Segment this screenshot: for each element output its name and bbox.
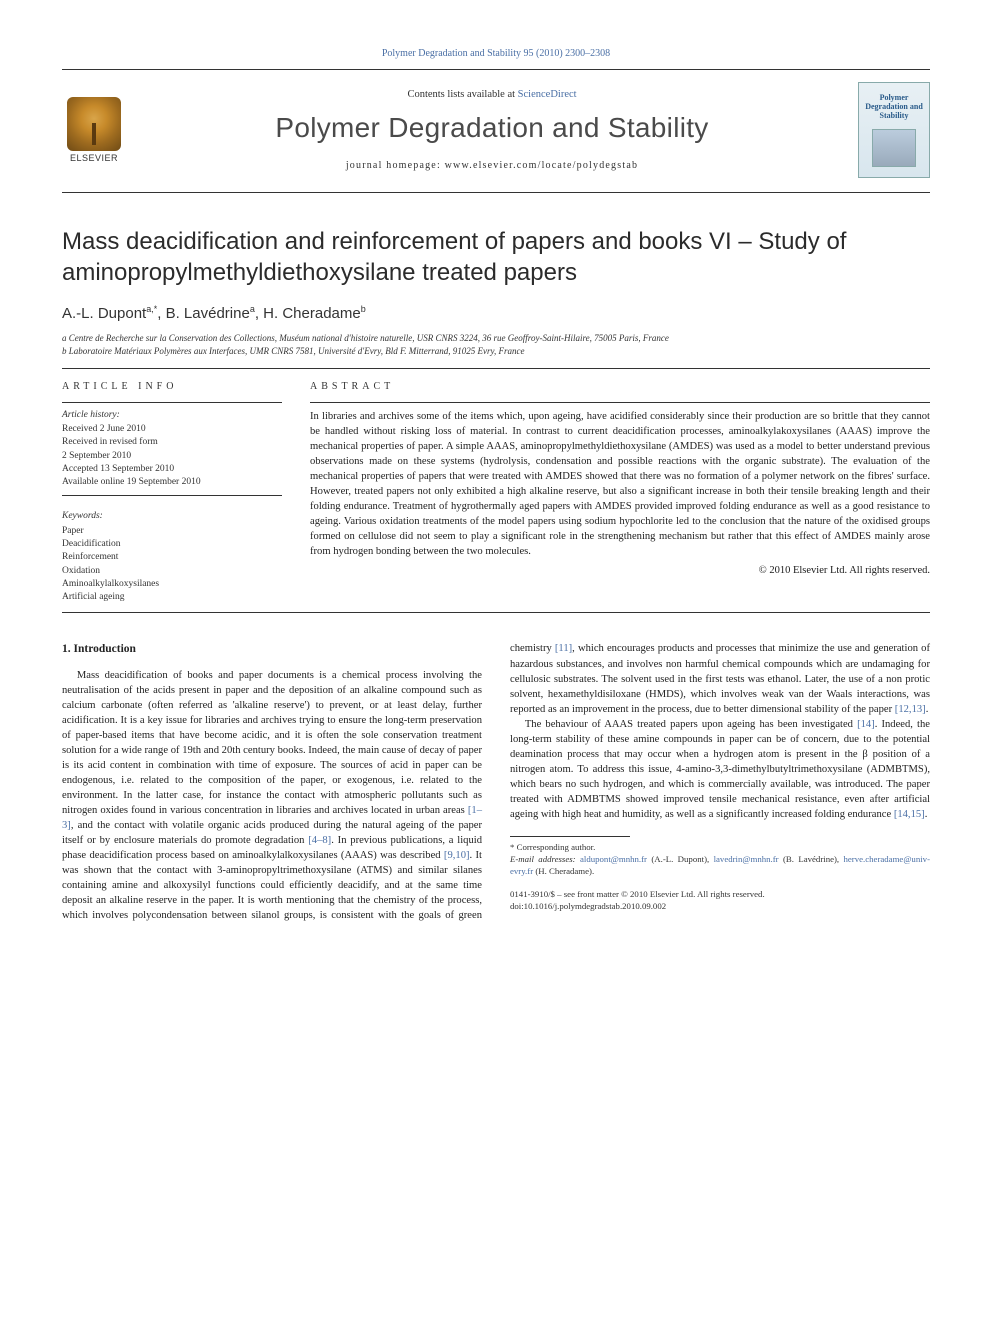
article-info-heading: ARTICLE INFO	[62, 381, 282, 392]
history-accepted: Accepted 13 September 2010	[62, 463, 282, 476]
author-2: B. Lavédrine	[166, 305, 250, 322]
ref-link-14-15[interactable]: [14,15]	[894, 809, 925, 820]
email-3-name: (H. Cheradame).	[533, 866, 594, 876]
email-1[interactable]: aldupont@mnhn.fr	[580, 854, 647, 864]
elsevier-tree-icon	[67, 97, 121, 151]
article-title: Mass deacidification and reinforcement o…	[62, 227, 930, 288]
email-1-name: (A.-L. Dupont),	[647, 854, 714, 864]
header-bottom-rule	[62, 192, 930, 193]
history-revised-1: Received in revised form	[62, 436, 282, 449]
email-2[interactable]: lavedrin@mnhn.fr	[714, 854, 779, 864]
body-columns: 1. Introduction Mass deacidification of …	[62, 641, 930, 923]
author-1-sup: a,*	[146, 304, 157, 314]
sciencedirect-link[interactable]: ScienceDirect	[518, 89, 577, 100]
front-matter-line: 0141-3910/$ – see front matter © 2010 El…	[510, 889, 930, 901]
journal-name: Polymer Degradation and Stability	[140, 112, 844, 144]
author-2-sup: a	[250, 304, 255, 314]
affiliation-a: a Centre de Recherche sur la Conservatio…	[62, 332, 930, 345]
author-list: A.-L. Duponta,*, B. Lavédrinea, H. Chera…	[62, 304, 930, 322]
info-rule-1	[62, 402, 282, 403]
ref-link-4-8[interactable]: [4–8]	[308, 835, 331, 846]
running-citation: Polymer Degradation and Stability 95 (20…	[62, 48, 930, 59]
doi-line: doi:10.1016/j.polymdegradstab.2010.09.00…	[510, 901, 930, 913]
cover-title: Polymer Degradation and Stability	[862, 93, 926, 121]
keyword-6: Artificial ageing	[62, 591, 282, 604]
intro-para-3: The behaviour of AAAS treated papers upo…	[510, 717, 930, 822]
keyword-3: Reinforcement	[62, 551, 282, 564]
author-3: H. Cheradame	[263, 305, 361, 322]
keywords-label: Keywords:	[62, 510, 282, 523]
section-1-heading: 1. Introduction	[62, 641, 482, 657]
abstract-copyright: © 2010 Elsevier Ltd. All rights reserved…	[310, 565, 930, 576]
para3c-text: .	[925, 809, 928, 820]
para2d-text: .	[926, 704, 929, 715]
author-3-sup: b	[361, 304, 366, 314]
front-matter-block: 0141-3910/$ – see front matter © 2010 El…	[510, 889, 930, 913]
history-label: Article history:	[62, 409, 282, 422]
abstract-bottom-rule	[62, 612, 930, 613]
para3b-text: . Indeed, the long-term stability of the…	[510, 719, 930, 820]
para1-text: Mass deacidification of books and paper …	[62, 670, 482, 816]
history-revised-2: 2 September 2010	[62, 450, 282, 463]
keyword-1: Paper	[62, 525, 282, 538]
ref-link-12-13[interactable]: [12,13]	[895, 704, 926, 715]
para2c-text: , which encourages products and processe…	[510, 643, 930, 714]
keyword-5: Aminoalkylalkoxysilanes	[62, 578, 282, 591]
abstract-column: ABSTRACT In libraries and archives some …	[310, 381, 930, 605]
affil-rule	[62, 368, 930, 369]
elsevier-word: ELSEVIER	[70, 153, 118, 163]
para3a-text: The behaviour of AAAS treated papers upo…	[525, 719, 857, 730]
para2a-text: was described	[380, 850, 444, 861]
footnote-rule	[510, 836, 630, 837]
cover-image-icon	[872, 129, 916, 167]
info-rule-2	[62, 495, 282, 496]
journal-homepage: journal homepage: www.elsevier.com/locat…	[140, 160, 844, 171]
ref-link-11[interactable]: [11]	[555, 643, 572, 654]
top-rule	[62, 69, 930, 70]
contents-prefix: Contents lists available at	[407, 89, 517, 100]
abstract-rule	[310, 402, 930, 403]
history-online: Available online 19 September 2010	[62, 476, 282, 489]
emails-label: E-mail addresses:	[510, 854, 580, 864]
keyword-2: Deacidification	[62, 538, 282, 551]
ref-link-9-10[interactable]: [9,10]	[444, 850, 470, 861]
corresponding-author: * Corresponding author.	[510, 842, 930, 854]
keyword-4: Oxidation	[62, 565, 282, 578]
affiliations: a Centre de Recherche sur la Conservatio…	[62, 332, 930, 357]
abstract-text: In libraries and archives some of the it…	[310, 409, 930, 559]
author-1: A.-L. Dupont	[62, 305, 146, 322]
email-2-name: (B. Lavédrine),	[779, 854, 844, 864]
affiliation-b: b Laboratoire Matériaux Polymères aux In…	[62, 345, 930, 358]
email-addresses: E-mail addresses: aldupont@mnhn.fr (A.-L…	[510, 854, 930, 878]
ref-link-14[interactable]: [14]	[857, 719, 875, 730]
elsevier-logo: ELSEVIER	[62, 94, 126, 166]
abstract-heading: ABSTRACT	[310, 381, 930, 392]
footnotes: * Corresponding author. E-mail addresses…	[510, 842, 930, 878]
history-received: Received 2 June 2010	[62, 423, 282, 436]
article-info-column: ARTICLE INFO Article history: Received 2…	[62, 381, 282, 605]
journal-cover-thumb: Polymer Degradation and Stability	[858, 82, 930, 178]
journal-header: ELSEVIER Contents lists available at Sci…	[62, 78, 930, 186]
contents-line: Contents lists available at ScienceDirec…	[140, 89, 844, 100]
